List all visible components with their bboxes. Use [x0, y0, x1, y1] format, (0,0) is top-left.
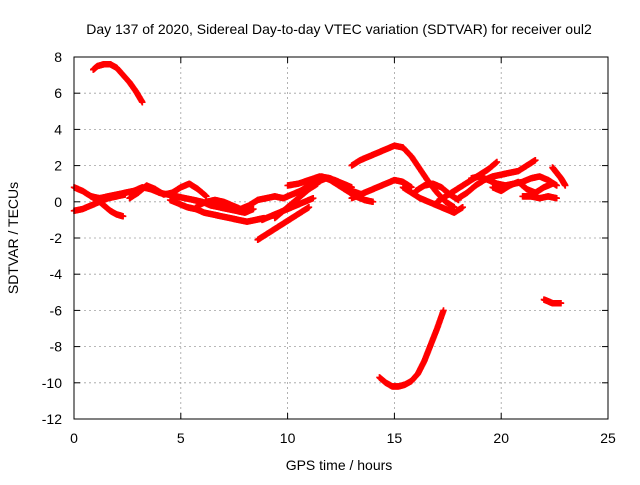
series-arc-25 [376, 307, 447, 390]
series-arc-17 [399, 184, 466, 216]
grid-layer [74, 57, 608, 419]
data-point [562, 182, 569, 189]
data-point [553, 194, 560, 202]
y-tick-label: -10 [42, 375, 62, 391]
series-arc-6 [166, 196, 268, 225]
data-point [122, 191, 129, 198]
data-point [493, 158, 501, 166]
y-tick-label: -12 [42, 411, 62, 427]
y-tick-label: -8 [50, 339, 63, 355]
data-point [119, 213, 127, 220]
data-point [549, 180, 556, 187]
series-arc-4 [87, 193, 127, 220]
data-point [314, 180, 321, 187]
series-arc-24 [549, 164, 569, 189]
x-tick-label: 5 [177, 430, 185, 446]
series-arc-11 [271, 180, 321, 222]
data-point [369, 198, 377, 205]
series-arc-8 [254, 204, 313, 244]
data-point [310, 194, 317, 202]
y-tick-label: -2 [50, 230, 63, 246]
series-arc-14 [348, 176, 415, 202]
data-point [440, 307, 447, 314]
y-tick-label: -6 [50, 302, 63, 318]
x-tick-label: 0 [70, 430, 78, 446]
chart-title: Day 137 of 2020, Sidereal Day-to-day VTE… [86, 21, 592, 37]
data-point [250, 205, 257, 213]
y-tick-label: 0 [54, 194, 62, 210]
data-point [557, 299, 565, 307]
series-arc-1 [90, 61, 146, 106]
y-tick-label: 2 [54, 158, 62, 174]
x-tick-label: 25 [600, 430, 616, 446]
series-arc-5 [126, 180, 210, 202]
data-point [553, 182, 560, 189]
data-layer [70, 61, 569, 390]
data-point [459, 204, 466, 211]
data-point [532, 156, 539, 164]
y-tick-label: 4 [54, 121, 62, 137]
y-tick-label: 8 [54, 49, 62, 65]
data-point [305, 204, 313, 211]
x-tick-label: 10 [280, 430, 296, 446]
series-arc-15 [348, 142, 407, 169]
series-arc-23 [519, 193, 560, 202]
y-tick-label: -4 [50, 266, 63, 282]
series-arc-7 [194, 194, 270, 213]
series-arc-26 [540, 296, 565, 307]
y-tick-label: 6 [54, 85, 62, 101]
x-axis-label: GPS time / hours [286, 457, 393, 473]
y-axis-label: SDTVAR / TECUs [5, 182, 21, 294]
x-tick-label: 15 [387, 430, 403, 446]
x-tick-label: 20 [493, 430, 509, 446]
data-point [139, 99, 146, 106]
